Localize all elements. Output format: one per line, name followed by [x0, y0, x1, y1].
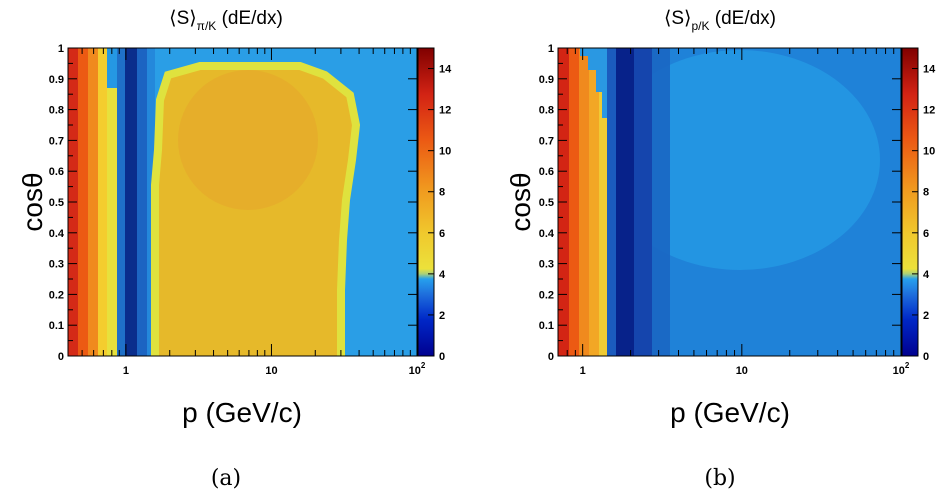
- plateau-edge: [151, 62, 361, 356]
- y-tick-label: 0.4: [49, 228, 65, 240]
- z-tick-label: 0: [439, 351, 445, 363]
- z-tick-label: 8: [923, 187, 929, 199]
- panel-a-x-label: p (GeV/c): [182, 397, 302, 428]
- panel-a-y-axis: 0 0.1 0.2 0.3 0.4 0.5 0.6 0.7 0.8 0.9 1: [49, 43, 417, 363]
- z-tick-label: 10: [439, 146, 451, 158]
- y-tick-label: 0.9: [49, 74, 64, 86]
- band-5: [599, 48, 607, 356]
- z-tick-label: 0: [923, 351, 929, 363]
- y-tick-label: 0.1: [49, 320, 64, 332]
- band-9: [652, 48, 670, 356]
- x-tick-label: 10: [736, 365, 748, 377]
- y-tick-label: 0.7: [49, 135, 64, 147]
- band-4: [98, 48, 107, 356]
- panel-b-y-label: cosθ: [505, 172, 536, 231]
- y-tick-label: 0.8: [539, 105, 554, 117]
- panel-b-title: ⟨S⟩p/K (dE/dx): [664, 8, 776, 33]
- z-tick-label: 8: [439, 187, 445, 199]
- panel-a-x-axis: 1 10 102: [67, 48, 426, 377]
- band-2: [78, 48, 88, 356]
- panel-b: ⟨S⟩p/K (dE/dx) 0 0.1 0.2 0.3 0.4 0.5 0.6 0.7 0.8…: [505, 8, 936, 491]
- panel-b-colorbar: 0 2 4 6 8 10 12 14: [901, 47, 936, 363]
- z-tick-label: 4: [923, 269, 930, 281]
- y-tick-label: 1: [58, 43, 64, 55]
- x-tick-label: 102: [893, 361, 910, 377]
- z-tick-label: 12: [923, 105, 935, 117]
- y-tick-label: 0.5: [49, 197, 64, 209]
- x-tick-label: 10: [265, 365, 277, 377]
- plateau-core: [178, 70, 318, 210]
- z-tick-label: 6: [923, 228, 929, 240]
- band-5-lower: [107, 88, 117, 356]
- y-tick-label: 1: [548, 43, 554, 55]
- panel-a-title: ⟨S⟩π/K (dE/dx): [169, 8, 283, 33]
- panel-b-x-label: p (GeV/c): [670, 397, 790, 428]
- y-tick-label: 0.6: [539, 166, 554, 178]
- y-tick-label: 0: [548, 351, 554, 363]
- y-tick-label: 0.8: [49, 105, 64, 117]
- band-7: [616, 48, 634, 356]
- y-tick-label: 0.2: [49, 289, 64, 301]
- z-tick-label: 10: [923, 146, 935, 158]
- panel-a: ⟨S⟩π/K (dE/dx) 0 0.1 0.2 0.3 0.4 0.5 0.6 0.7 0.8…: [17, 8, 452, 491]
- z-tick-label: 2: [439, 310, 445, 322]
- band-3: [579, 48, 589, 356]
- y-tick-label: 0.7: [539, 135, 554, 147]
- panel-b-heatmap: [558, 48, 901, 356]
- panel-a-heatmap: [68, 48, 417, 356]
- z-tick-label: 14: [923, 64, 936, 76]
- z-tick-label: 12: [439, 105, 451, 117]
- shoulder-cut: [570, 48, 607, 118]
- z-tick-label: 2: [923, 310, 929, 322]
- y-tick-label: 0.4: [539, 228, 555, 240]
- band-3: [88, 48, 98, 356]
- panel-a-caption: (a): [211, 466, 241, 491]
- panel-b-x-axis: 1 10 102: [557, 48, 910, 377]
- band-6: [607, 48, 616, 356]
- z-tick-label: 4: [439, 269, 446, 281]
- band-2: [569, 48, 579, 356]
- y-tick-label: 0: [58, 351, 64, 363]
- panel-b-y-axis: 0 0.1 0.2 0.3 0.4 0.5 0.6 0.7 0.8 0.9 1: [539, 43, 901, 363]
- y-tick-label: 0.6: [49, 166, 64, 178]
- y-tick-label: 0.2: [539, 289, 554, 301]
- y-tick-label: 0.3: [539, 259, 554, 271]
- band-4: [589, 48, 599, 356]
- x-tick-label: 1: [580, 365, 586, 377]
- colorbar-gradient: [901, 47, 919, 357]
- panel-a-colorbar: 0 2 4 6 8 10 12 14: [417, 47, 452, 363]
- panel-b-caption: (b): [704, 466, 735, 491]
- panel-a-y-label: cosθ: [17, 172, 48, 231]
- band-6: [117, 48, 125, 356]
- band-7: [125, 48, 137, 356]
- y-tick-label: 0.1: [539, 320, 554, 332]
- z-tick-label: 6: [439, 228, 445, 240]
- y-tick-label: 0.3: [49, 259, 64, 271]
- band-8: [137, 48, 147, 356]
- y-tick-label: 0.5: [539, 197, 554, 209]
- band-5-upper: [107, 48, 117, 88]
- x-tick-label: 102: [409, 361, 426, 377]
- z-tick-label: 14: [439, 64, 452, 76]
- y-tick-label: 0.9: [539, 74, 554, 86]
- band-8: [634, 48, 652, 356]
- colorbar-gradient: [417, 47, 435, 357]
- x-tick-label: 1: [123, 365, 129, 377]
